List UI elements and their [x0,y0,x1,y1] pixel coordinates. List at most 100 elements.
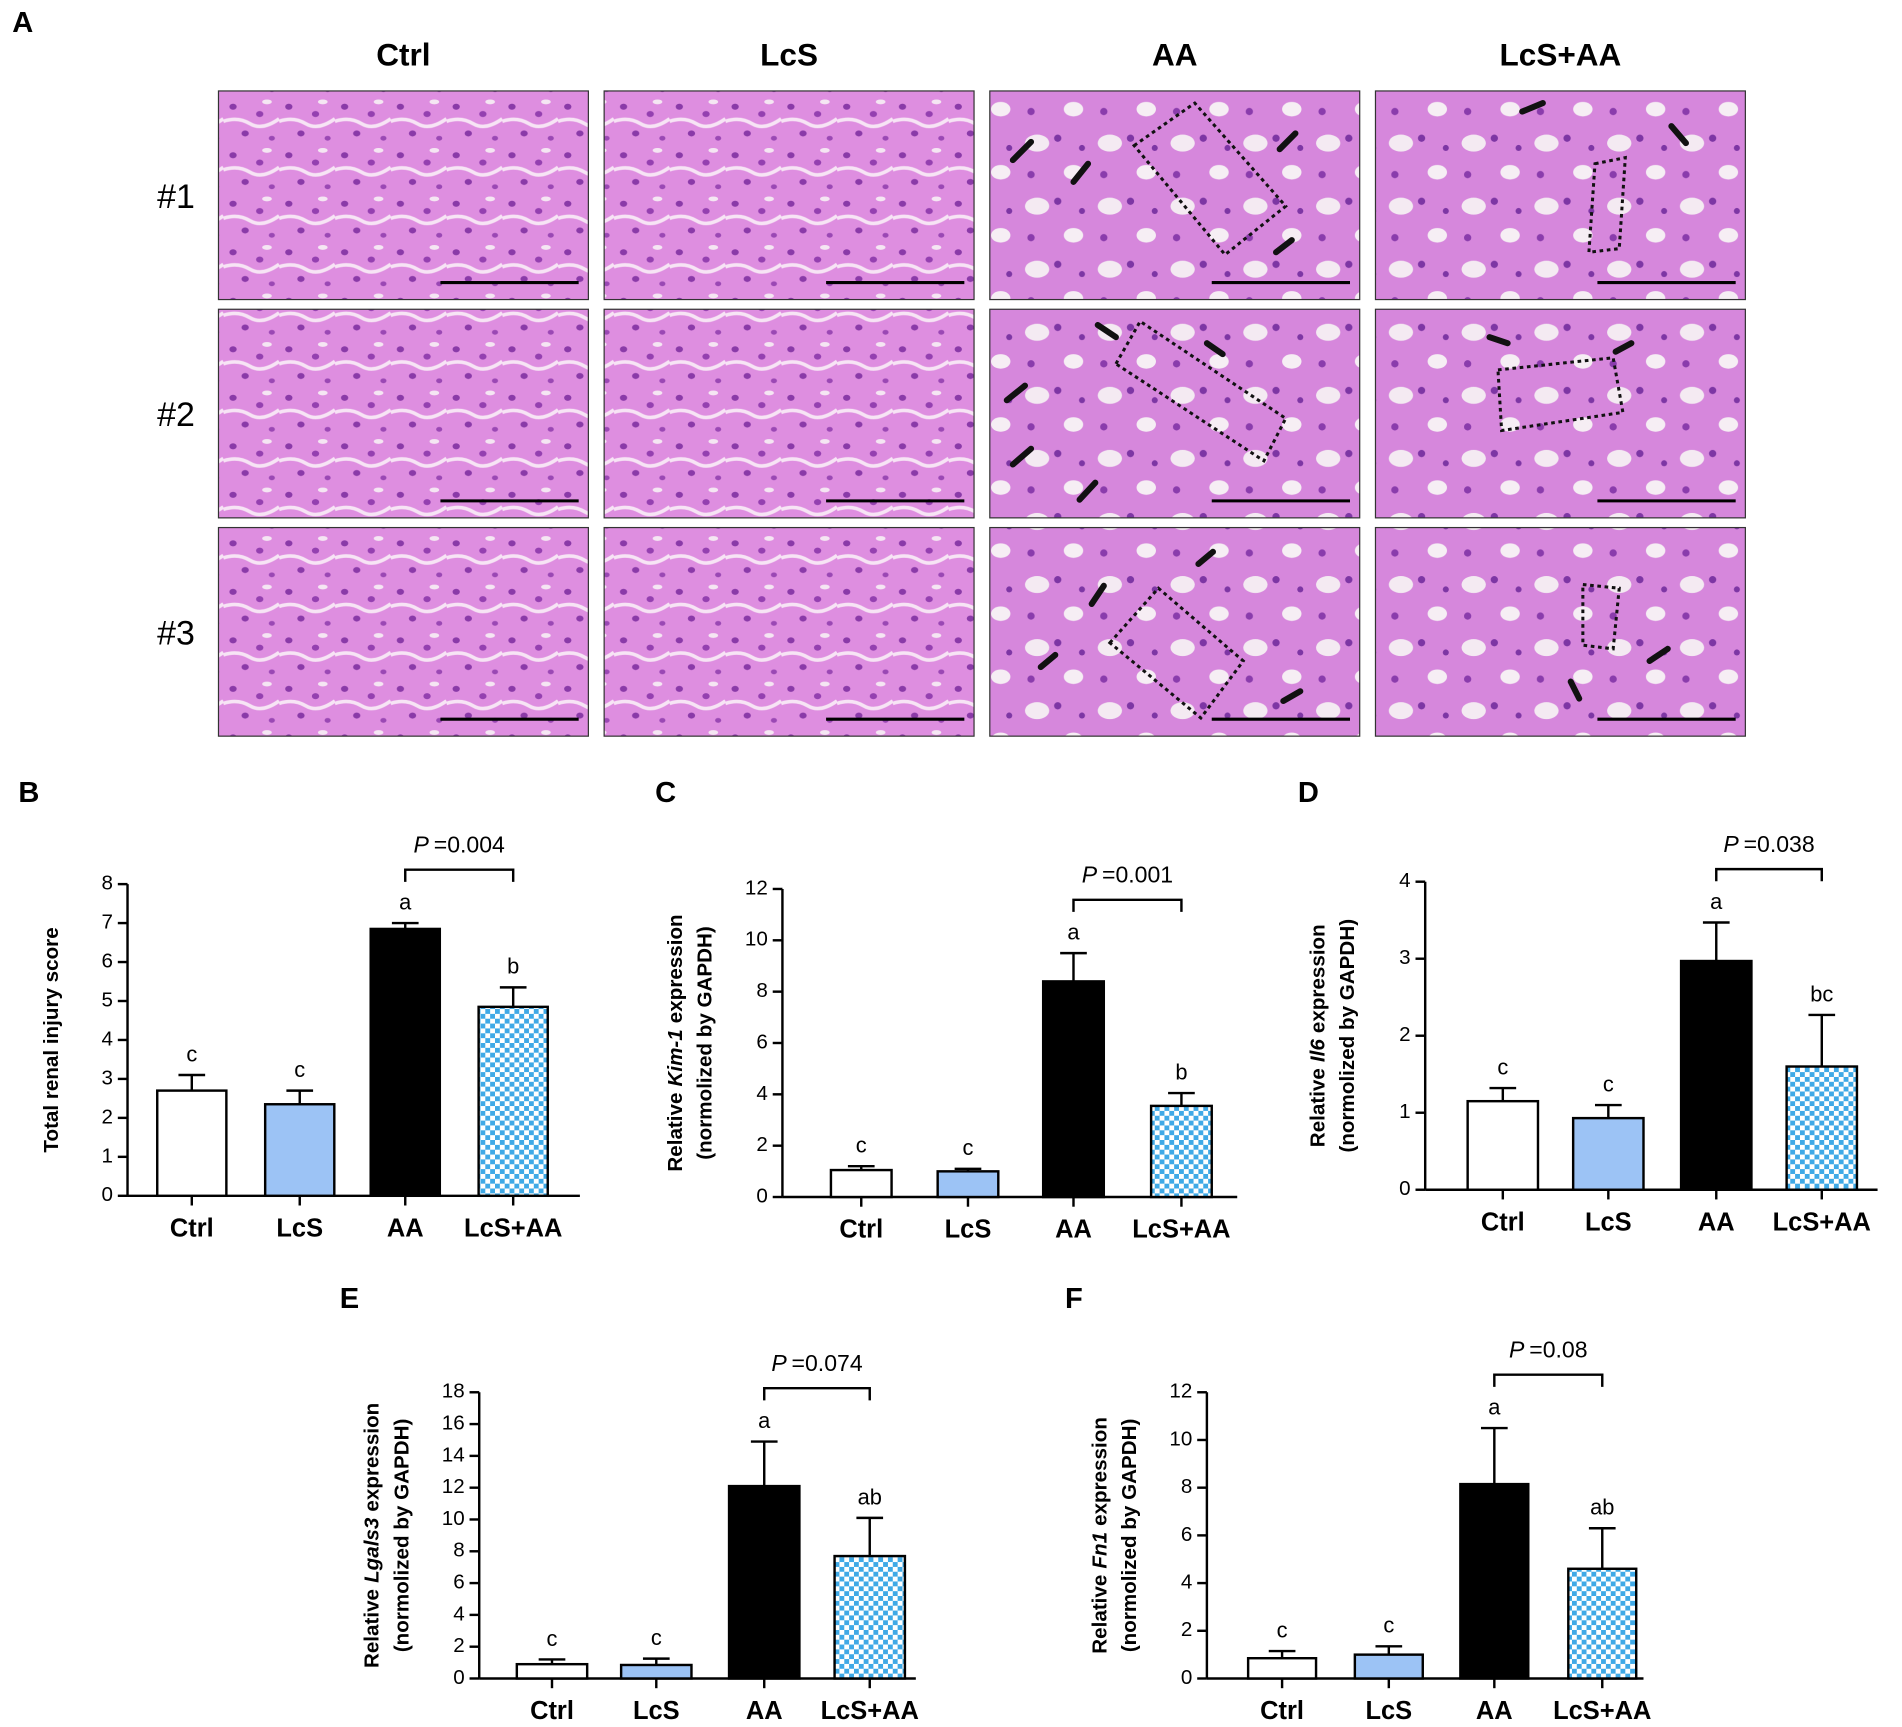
significance-letter: a [758,1408,771,1433]
significance-letter: c [651,1625,662,1650]
y-tick-label: 6 [756,1030,767,1053]
micrograph [1374,526,1746,737]
significance-letter: c [963,1135,974,1160]
p-value: P =0.004 [414,832,506,858]
significance-letter: a [1488,1394,1501,1419]
significance-letter: c [1603,1071,1614,1096]
y-tick-label: 10 [1169,1427,1192,1450]
panel-label: A [12,7,33,39]
y-tick-label: 12 [1169,1380,1192,1403]
bar [1149,1104,1213,1199]
y-tick-label: 14 [442,1443,465,1466]
p-text: =0.074 [792,1350,863,1376]
p-symbol: P [1723,831,1739,857]
significance-letter: b [1175,1059,1187,1084]
y-label-part: Relative [1307,1068,1330,1147]
p-bracket [1715,867,1823,882]
x-tick-label: Ctrl [530,1697,574,1725]
micrograph [989,526,1361,737]
y-tick-label: 1 [1399,1100,1410,1123]
y-tick-label: 18 [442,1380,465,1403]
p-value: P =0.08 [1509,1337,1588,1363]
y-tick-label: 2 [756,1133,767,1156]
x-tick-label: LcS+AA [1553,1697,1651,1725]
y-tick-label: 4 [756,1082,767,1105]
significance-letter: c [186,1041,197,1066]
row-label: #3 [157,614,195,652]
column-title: LcS+AA [1500,36,1622,72]
y-tick-label: 4 [453,1602,464,1625]
y-tick-label: 2 [453,1634,464,1657]
y-tick-label: 10 [442,1507,465,1530]
y-tick-label: 8 [756,979,767,1002]
histology-grid: Ctrl LcS AA LcS+AA #1 #2 #3 [157,36,1746,737]
y-tick-label: 0 [453,1666,464,1689]
y-label-part: Kim-1 [664,1029,687,1086]
y-tick-label: 0 [756,1184,767,1207]
panel-label: F [1065,1283,1083,1315]
y-axis-label: Relative Fn1 expression [1089,1417,1112,1654]
significance-letter: a [1067,920,1080,945]
p-symbol: P [771,1350,787,1376]
micrograph [989,308,1361,519]
y-axis-label: Total renal injury score [40,927,63,1152]
p-value: P =0.038 [1723,831,1814,857]
y-tick-label: 8 [453,1539,464,1562]
y-tick-label: 2 [1399,1023,1410,1046]
bar [1246,1657,1318,1680]
bar [1567,1567,1638,1680]
significance-letter: c [1497,1054,1508,1079]
x-tick-label: Ctrl [839,1216,883,1244]
y-axis-label: (normolized by GAPDH) [1118,1419,1141,1653]
p-bracket [763,1386,871,1401]
micrograph [217,526,589,737]
y-axis-label: (normolized by GAPDH) [1336,919,1359,1153]
arrows [1003,100,1689,705]
column-title: Ctrl [376,36,430,72]
x-tick-label: AA [746,1697,783,1725]
annotations [1107,101,1627,721]
y-axis-label: (normolized by GAPDH) [693,926,716,1160]
panel-label: D [1298,777,1319,809]
p-text: =0.08 [1529,1337,1587,1363]
p-bracket [1493,1373,1604,1387]
y-label-part: Relative [361,1589,384,1668]
x-tick-label: LcS+AA [1132,1216,1230,1244]
significance-letter: a [1710,889,1723,914]
bar [156,1089,228,1198]
p-value: P =0.074 [771,1350,863,1376]
p-text: =0.004 [434,832,505,858]
micrograph [603,308,975,519]
y-tick-label: 12 [442,1475,465,1498]
y-tick-label: 4 [1181,1571,1192,1594]
x-tick-label: LcS+AA [464,1214,562,1242]
bar [1571,1116,1645,1191]
y-label-part: Relative [664,1093,687,1172]
x-tick-label: LcS+AA [821,1697,919,1725]
p-value: P =0.001 [1082,862,1173,888]
y-tick-label: 3 [101,1066,112,1089]
column-title: AA [1152,36,1198,72]
p-symbol: P [414,832,430,858]
p-bracket [404,868,515,882]
bar [1679,959,1753,1191]
significance-letter: c [294,1057,305,1082]
significance-letter: a [399,889,412,914]
y-tick-label: 1 [101,1144,112,1167]
micrograph [217,90,589,301]
y-tick-label: 2 [1181,1618,1192,1641]
micrograph [1374,308,1746,519]
x-tick-label: Ctrl [1481,1208,1525,1236]
y-label-part: expression [1307,924,1330,1033]
y-tick-label: 7 [101,911,112,934]
y-tick-label: 3 [1399,946,1410,969]
significance-letter: c [547,1626,558,1651]
bar [1041,980,1106,1199]
y-tick-label: 10 [745,928,768,951]
y-tick-label: 6 [101,949,112,972]
y-tick-label: 0 [1181,1666,1192,1689]
column-title: LcS [760,36,818,72]
bar [936,1170,1000,1199]
x-tick-label: LcS [633,1697,680,1725]
